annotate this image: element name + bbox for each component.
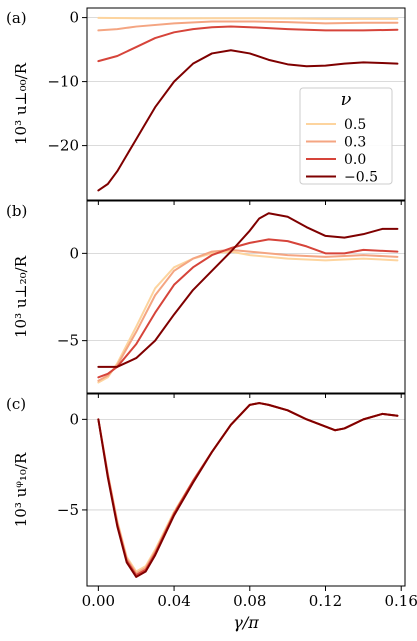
y-tick-label: 0 bbox=[69, 9, 79, 27]
series-line-0-2 bbox=[97, 25, 399, 63]
legend-entry: 0.5 bbox=[344, 117, 366, 133]
y-axis-label: 10³ u⊥₂₀/R bbox=[12, 255, 30, 338]
series-line-0-0 bbox=[97, 16, 399, 20]
series-line-1-3 bbox=[97, 212, 399, 368]
series-line-0-1 bbox=[97, 20, 399, 32]
panel-2: 0 −5 0.00 0.04 0.08 0.12 0.16 (c) 10³ uᵠ₁₀/R bbox=[6, 393, 417, 610]
series-line-2-2 bbox=[97, 402, 399, 577]
legend-entry: −0.5 bbox=[344, 170, 378, 186]
axes-frame bbox=[86, 7, 406, 201]
y-tick-label: −10 bbox=[47, 73, 79, 91]
axes-frame bbox=[86, 393, 406, 587]
x-tick-label: 0.12 bbox=[309, 592, 342, 610]
series-line-2-1 bbox=[97, 402, 399, 575]
x-tick-label: 0.08 bbox=[233, 592, 266, 610]
panel-label: (c) bbox=[6, 395, 26, 413]
axes-frame bbox=[86, 200, 406, 394]
x-tick-label: 0.04 bbox=[157, 592, 190, 610]
x-axis-label: γ/π bbox=[233, 613, 259, 632]
series-line-1-2 bbox=[97, 238, 399, 379]
series-line-2-0 bbox=[97, 402, 399, 573]
legend: ν 0.5 0.30.0 −0.5 bbox=[299, 87, 393, 186]
series-line-2-3 bbox=[97, 402, 399, 578]
y-tick-label: −20 bbox=[47, 137, 79, 155]
legend-entry: 0.0 bbox=[344, 152, 366, 168]
series-line-0-3 bbox=[97, 49, 399, 192]
y-tick-label: 0 bbox=[69, 244, 79, 262]
panel-label: (b) bbox=[6, 202, 27, 220]
y-tick-label: −5 bbox=[57, 501, 79, 519]
y-tick-label: −5 bbox=[57, 332, 79, 350]
panel-0: 0 −10 −20 (a) 10³ u⊥₀₀/R ν 0.5 0.30.0 −0.5 bbox=[6, 7, 406, 205]
panel-label: (a) bbox=[6, 9, 27, 27]
panel-1: 0 −5 (b) 10³ u⊥₂₀/R bbox=[6, 200, 406, 398]
y-tick-label: 0 bbox=[69, 410, 79, 428]
y-axis-label: 10³ u⊥₀₀/R bbox=[12, 62, 30, 145]
x-tick-label: 0.00 bbox=[82, 592, 115, 610]
legend-entry: 0.3 bbox=[344, 135, 366, 151]
series-line-1-1 bbox=[97, 248, 399, 382]
y-axis-label: 10³ uᵠ₁₀/R bbox=[12, 452, 30, 527]
legend-title: ν bbox=[341, 89, 352, 110]
x-tick-label: 0.16 bbox=[385, 592, 417, 610]
